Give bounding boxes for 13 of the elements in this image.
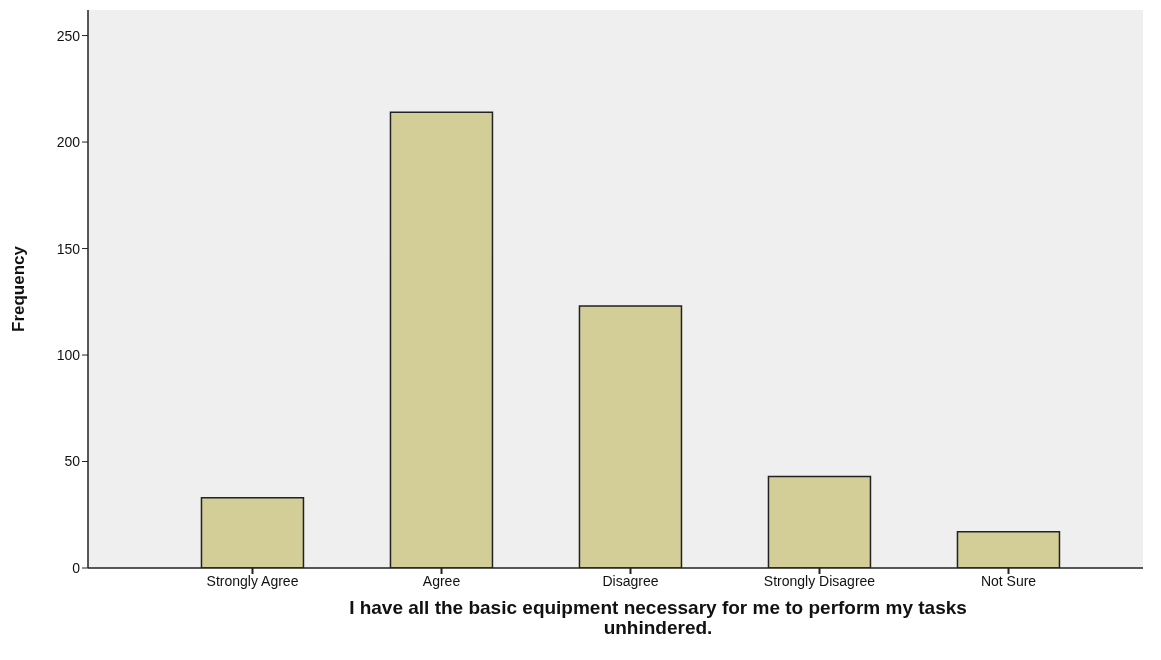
x-tick-label: Not Sure (980, 572, 1037, 589)
y-tick-label: 250 (56, 27, 81, 44)
x-tick-label: Strongly Agree (206, 572, 299, 589)
y-tick-label: 100 (56, 346, 81, 363)
x-tick-label: Disagree (602, 572, 659, 589)
x-tick-label: Agree (422, 572, 461, 589)
y-tick-label: 50 (64, 453, 81, 470)
y-axis-title: Frequency (9, 245, 29, 332)
y-tick-label: 0 (72, 559, 81, 576)
x-axis-title: I have all the basic equipment necessary for me to perform my tasks unhindered. (348, 597, 968, 638)
y-tick-label: 150 (56, 240, 81, 257)
y-tick-label: 200 (56, 134, 81, 151)
x-tick-label: Strongly Disagree (763, 572, 876, 589)
